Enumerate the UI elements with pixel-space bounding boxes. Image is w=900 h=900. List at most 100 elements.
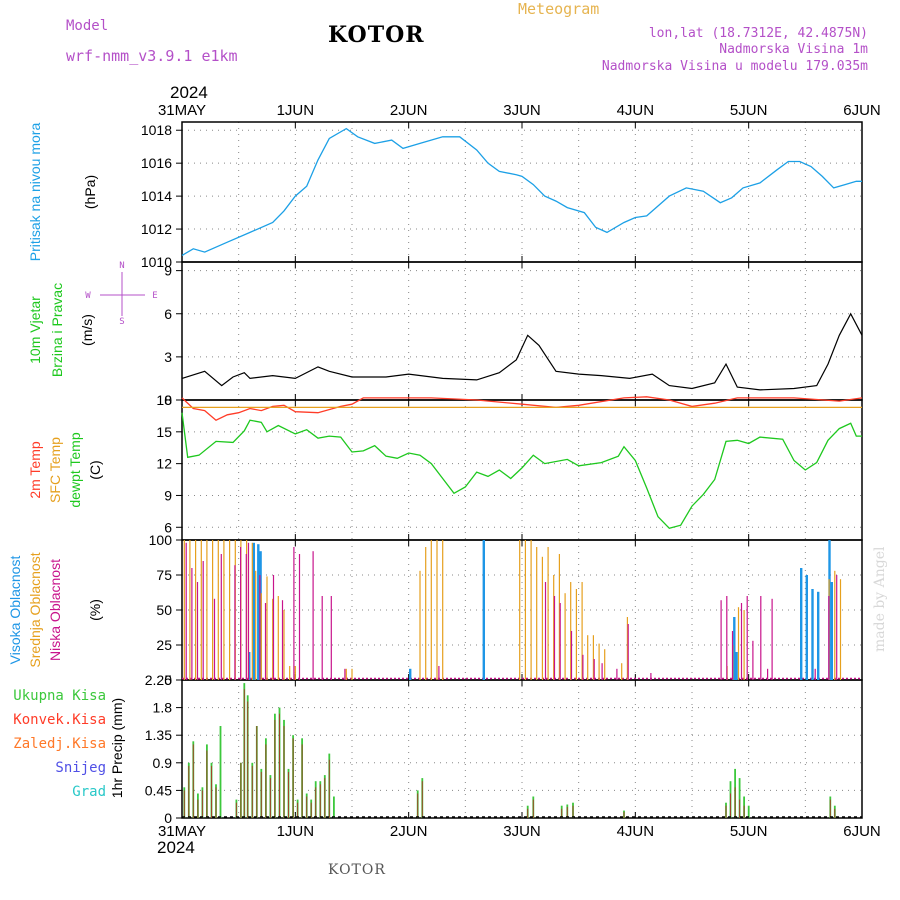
precip-legend-item: Konvek.Kisa — [13, 712, 106, 728]
time-tick-label-bottom: 6JUN — [843, 823, 881, 840]
time-tick-label-top: 4JUN — [617, 102, 655, 119]
compass-south: S — [119, 317, 124, 327]
y-tick-label: 0 — [164, 810, 172, 826]
cloud-unit: (%) — [87, 599, 103, 621]
model-label: Model — [66, 18, 109, 34]
precip-conv-bar — [192, 744, 194, 818]
y-tick-label: 1016 — [141, 155, 172, 171]
precip-conv-bar — [730, 793, 731, 818]
cloud-low-bar — [828, 596, 830, 680]
panel-frame — [181, 261, 863, 401]
altitude-text: Nadmorska Visina 1m — [719, 42, 868, 57]
cloud-low-bar — [582, 654, 584, 680]
cloud-low-bar — [312, 551, 314, 680]
precip-conv-bar — [265, 744, 267, 818]
cloud-low-bar — [616, 668, 618, 680]
precip-conv-bar — [274, 719, 276, 818]
y-tick-label: 6 — [164, 519, 172, 535]
cloud-mid-bar — [229, 540, 231, 680]
pressure-unit: (hPa) — [82, 175, 98, 209]
cloud-mid-bar — [217, 540, 219, 680]
cloud-low-bar — [601, 663, 603, 680]
cloud-high-axis-label: Visoka Oblacnost — [7, 556, 23, 665]
cloud-mid-bar — [541, 556, 543, 680]
precip-conv-bar — [297, 802, 299, 818]
dewpoint-axis-label: dewpt Temp — [67, 432, 83, 507]
precip-legend-item: Grad — [72, 784, 106, 800]
precip-conv-bar — [623, 811, 625, 818]
cloud-low-bar — [234, 565, 236, 680]
precip-conv-bar — [269, 778, 271, 818]
cloud-low-bar — [298, 554, 301, 680]
precip-conv-bar — [527, 808, 529, 818]
cloud-mid-bar — [345, 668, 347, 680]
cloud-low-bar — [245, 554, 247, 680]
cloud-low-bar — [731, 631, 734, 680]
cloud-high-bar — [735, 652, 738, 680]
cloud-low-bar — [293, 547, 295, 680]
cloud-low-bar — [553, 596, 556, 680]
cloud-mid-bar — [524, 540, 526, 680]
time-tick-label-top: 3JUN — [503, 102, 541, 119]
time-tick-label-top: 1JUN — [277, 102, 315, 119]
cloud-mid-bar — [570, 582, 572, 680]
precip-legend-item: Ukupna Kisa — [13, 688, 106, 704]
cloud-mid-bar — [737, 607, 740, 680]
y-tick-label: 6 — [164, 306, 172, 322]
precip-conv-bar — [251, 765, 253, 818]
cloud-low-bar — [330, 596, 332, 680]
wind-unit: (m/s) — [79, 314, 95, 346]
precip-conv-bar — [834, 808, 836, 818]
cloud-mid-bar — [564, 593, 566, 680]
cloud-mid-bar — [195, 540, 197, 680]
cloud-mid-bar — [289, 666, 291, 680]
precip-conv-bar — [829, 799, 831, 818]
compass-east: E — [152, 291, 157, 301]
y-tick-label: 1.8 — [153, 700, 173, 716]
precip-conv-bar — [725, 805, 727, 818]
cloud-mid-bar — [266, 576, 268, 680]
precip-total-bar — [333, 796, 335, 818]
cloud-high-bar — [252, 542, 255, 680]
cloud-mid-bar — [530, 540, 532, 680]
y-tick-label: 9 — [164, 263, 172, 279]
y-tick-label: 3 — [164, 349, 172, 365]
cloud-mid-bar — [260, 593, 262, 680]
y-tick-label: 25 — [156, 637, 172, 653]
y-tick-label: 12 — [156, 456, 172, 472]
precip-total-bar — [738, 778, 741, 818]
wind-speed-line — [181, 312, 863, 391]
y-tick-label: 9 — [164, 487, 172, 503]
cloud-mid-bar — [442, 540, 444, 680]
cloud-low-bar — [264, 603, 267, 680]
cloud-low-bar — [196, 582, 199, 680]
y-tick-label: 0 — [164, 392, 172, 408]
cloud-mid-bar — [189, 540, 191, 680]
precip-conv-bar — [211, 765, 212, 818]
cloud-high-bar — [800, 568, 803, 680]
time-tick-label-top: 2JUN — [390, 102, 428, 119]
compass-west: W — [85, 291, 91, 301]
cloud-high-bar — [733, 617, 736, 680]
y-tick-label: 0 — [164, 672, 172, 688]
cloud-mid-bar — [294, 666, 296, 680]
precip-conv-bar — [739, 799, 741, 818]
precip-conv-bar — [417, 793, 419, 818]
year-bottom: 2024 — [157, 838, 195, 857]
cloud-low-bar — [544, 582, 547, 680]
cloud-mid-bar — [200, 540, 202, 680]
cloud-high-bar — [259, 551, 262, 680]
precip-conv-bar — [421, 781, 423, 818]
cloud-mid-bar — [425, 547, 427, 680]
cloud-low-bar — [438, 666, 440, 680]
time-tick-label-top: 6JUN — [843, 102, 881, 119]
cloud-mid-bar — [598, 643, 600, 680]
precip-conv-bar — [240, 762, 242, 818]
y-tick-label: 1010 — [141, 254, 172, 270]
cloud-mid-bar — [351, 668, 353, 680]
y-tick-label: 15 — [156, 424, 172, 440]
precip-legend-item: Zaledj.Kisa — [13, 736, 106, 752]
cloud-mid-bar — [604, 649, 606, 680]
precip-conv-bar — [183, 790, 185, 818]
precip-conv-bar — [306, 796, 308, 818]
